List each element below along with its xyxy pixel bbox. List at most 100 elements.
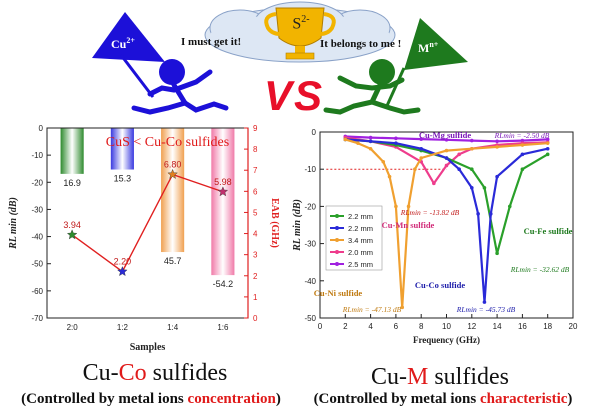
x-tick-label: 10 [442,322,451,331]
eab-point [167,168,178,179]
series-point [545,141,550,145]
eab-point [217,186,229,197]
series-name-label: Cu-Ni sulfide [314,288,363,298]
series-point [419,137,423,141]
series-name-label: Cu-Mn sulfide [382,220,435,230]
rlmin-annotation: RLmin = -32.62 dB [510,265,570,274]
chart-title: CuS < Cu-Co sulfides [106,135,229,150]
y2-tick-label: 6 [253,187,258,196]
series-point [495,145,499,149]
left-stick-figure [131,59,229,115]
series-point [495,174,499,179]
y-tick-label: 0 [312,128,317,137]
legend-label: 3.4 mm [348,236,373,245]
series-point [495,251,499,256]
legend-marker [335,238,339,242]
series-point [413,167,417,171]
x-tick-label: 0 [318,322,323,331]
eab-value-label: 6.80 [164,159,182,169]
y-tick-label: -30 [304,240,316,249]
y2-tick-label: 5 [253,208,258,217]
y-tick-label: -10 [304,165,316,174]
y2-tick-label: 1 [253,293,258,302]
eab-value-label: 5.98 [214,177,232,187]
right-stick-figure [323,59,421,115]
series-point [419,146,423,151]
right-speech-text: It belongs to me ! [320,38,402,50]
series-point [520,138,525,143]
legend-label: 2.2 mm [348,212,373,221]
x-tick-label: 8 [419,322,424,331]
left-bar-chart: 16.9 15.3 45.7 -54.2 3.94 2.20 6.80 5.98 0 -10 -20… [8,124,280,353]
bar-group: 15.3 [110,128,134,184]
bar [110,128,134,170]
sulfide-ion-label: S2- [292,14,310,33]
series-point [406,204,411,209]
left-caption-main: Cu-Co sulfides [82,360,228,386]
y2-tick-label: 2 [253,272,258,281]
right-caption-main: Cu-M sulfides [370,364,509,390]
y2-tick-label: 7 [253,166,258,175]
left-ion-label: Cu2+ [111,36,135,51]
series-point [356,141,360,145]
legend-label: 2.0 mm [348,248,373,257]
y2-tick-label: 3 [253,251,258,260]
series-point [470,186,474,190]
series-point [545,137,550,142]
legend-label: 2.5 mm [348,260,373,269]
series-point [520,167,525,171]
left-speech-text: I must get it! [181,36,242,48]
legend-marker [335,214,339,218]
rlmin-annotation: RLmin = -13.82 dB [400,208,460,217]
series-point [400,305,405,310]
series-point [457,152,461,157]
series-point [470,146,474,151]
series-point [368,135,373,140]
x-tick-label: 1:6 [217,323,229,332]
x-tick-label: 20 [569,322,578,331]
bar [211,128,235,276]
y-tick-label: -50 [31,260,43,269]
y-tick-label: -20 [304,202,316,211]
legend-marker [335,226,339,230]
y-tick-label: -70 [31,314,43,323]
y2-tick-label: 4 [253,230,258,239]
right-flag-icon [384,18,468,109]
x-tick-label: 16 [518,322,527,331]
series-point [482,300,487,304]
trophy-icon [264,7,336,60]
eab-value-label: 2.20 [114,257,132,267]
x-tick-label: 4 [368,322,373,331]
series-point [387,174,392,179]
series-point [432,181,436,186]
y-tick-label: 0 [39,124,44,133]
y-axis-label: RL min (dB) [8,197,19,250]
y-tick-label: -30 [31,205,43,214]
series-point [470,138,474,143]
series-point [520,143,525,147]
rlmin-annotation: RLmin = -45.73 dB [456,305,516,314]
bar [60,128,84,174]
eab-point [117,266,128,277]
series-name-label: Cu-Fe sulfide [524,226,573,236]
y-axis-label: RL min (dB) [292,199,303,252]
x-tick-label: 1:2 [117,323,129,332]
series-point [394,136,398,141]
legend-marker [335,250,339,254]
bar-value-label: -54.2 [213,279,234,289]
series-point [394,204,398,209]
bar [161,128,185,253]
x-tick-label: 14 [493,322,502,331]
bar-value-label: 15.3 [114,174,132,184]
series-point [444,156,449,160]
series-point [444,138,449,142]
x-tick-label: 18 [543,322,552,331]
bar-value-label: 16.9 [63,178,81,188]
series-point [457,167,461,171]
series-point [381,159,386,164]
right-line-chart: 0 2 4 6 8 10 12 14 16 18 20 0 -10 -20 -30 -40 -50 Frequen… [292,128,578,345]
series-point [482,186,487,190]
series-point [545,152,550,157]
x-tick-label: 6 [394,322,399,331]
